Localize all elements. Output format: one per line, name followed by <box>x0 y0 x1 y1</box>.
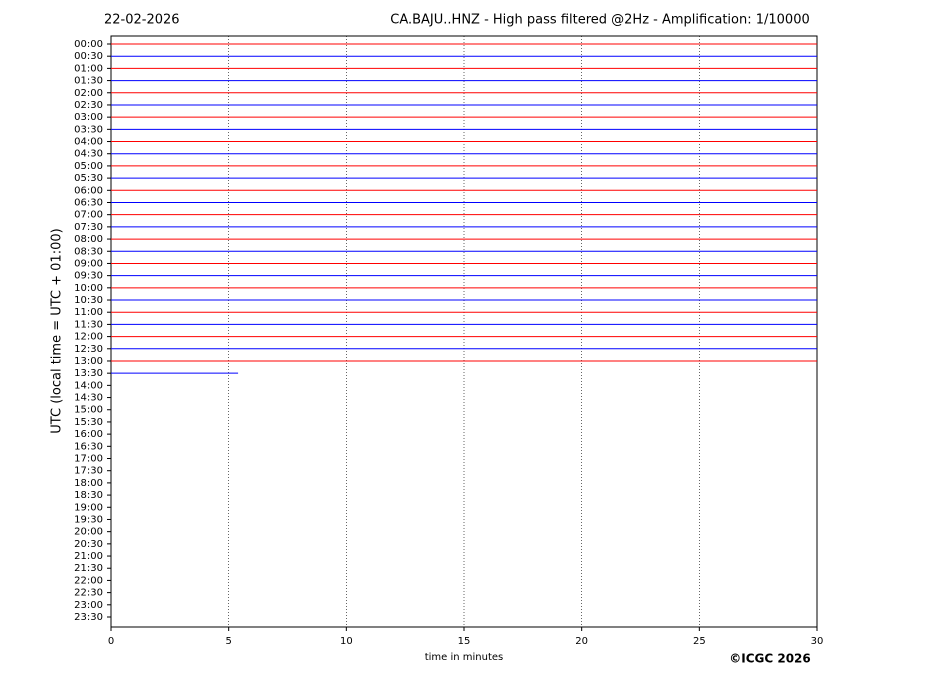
y-tick-label: 12:30 <box>74 344 103 355</box>
y-tick-label: 23:30 <box>74 612 103 623</box>
y-tick-label: 03:30 <box>74 124 103 135</box>
x-tick-label: 15 <box>458 636 471 647</box>
y-tick-label: 23:00 <box>74 600 103 611</box>
y-tick-label: 17:30 <box>74 466 103 477</box>
y-tick-label: 02:30 <box>74 100 103 111</box>
y-tick-label: 16:30 <box>74 441 103 452</box>
x-tick-label: 20 <box>575 636 588 647</box>
y-tick-label: 13:00 <box>74 356 103 367</box>
plot-frame <box>110 35 818 628</box>
y-tick-label: 03:00 <box>74 112 103 123</box>
y-axis-label: UTC (local time = UTC + 01:00) <box>50 228 65 433</box>
y-tick-label: 00:30 <box>74 51 103 62</box>
y-tick-label: 15:30 <box>74 417 103 428</box>
x-tick-label: 5 <box>225 636 231 647</box>
y-tick-label: 22:00 <box>74 575 103 586</box>
y-tick-label: 10:00 <box>74 283 103 294</box>
y-tick-label: 14:30 <box>74 393 103 404</box>
y-tick-label: 09:00 <box>74 258 103 269</box>
y-tick-label: 14:00 <box>74 380 103 391</box>
y-tick-label: 19:30 <box>74 514 103 525</box>
y-tick-label: 17:00 <box>74 454 103 465</box>
y-tick-label: 15:00 <box>74 405 103 416</box>
y-tick-label: 22:30 <box>74 588 103 599</box>
chart-title: CA.BAJU..HNZ - High pass filtered @2Hz -… <box>390 13 810 28</box>
y-tick-label: 19:00 <box>74 502 103 513</box>
y-tick-label: 06:00 <box>74 185 103 196</box>
x-tick-label: 30 <box>811 636 824 647</box>
y-tick-label: 05:00 <box>74 161 103 172</box>
y-tick-label: 13:30 <box>74 368 103 379</box>
y-tick-label: 18:30 <box>74 490 103 501</box>
y-tick-label: 18:00 <box>74 478 103 489</box>
y-tick-label: 07:00 <box>74 210 103 221</box>
x-tick-label: 0 <box>108 636 114 647</box>
y-tick-label: 08:30 <box>74 246 103 257</box>
y-tick-label: 02:00 <box>74 88 103 99</box>
x-tick-label: 25 <box>693 636 706 647</box>
y-tick-label: 20:30 <box>74 539 103 550</box>
y-tick-label: 04:30 <box>74 149 103 160</box>
date: 22-02-2026 <box>104 13 180 28</box>
y-tick-label: 06:30 <box>74 197 103 208</box>
y-tick-label: 11:30 <box>74 319 103 330</box>
y-tick-label: 10:30 <box>74 295 103 306</box>
credit: ©ICGC 2026 <box>729 652 811 666</box>
y-tick-label: 11:00 <box>74 307 103 318</box>
y-tick-label: 05:30 <box>74 173 103 184</box>
y-tick-label: 21:30 <box>74 563 103 574</box>
x-tick-label: 10 <box>340 636 353 647</box>
y-tick-label: 08:00 <box>74 234 103 245</box>
y-tick-label: 16:00 <box>74 429 103 440</box>
y-tick-label: 00:00 <box>74 39 103 50</box>
y-tick-label: 21:00 <box>74 551 103 562</box>
y-tick-label: 01:00 <box>74 63 103 74</box>
y-tick-label: 04:00 <box>74 137 103 148</box>
y-tick-label: 07:30 <box>74 222 103 233</box>
y-tick-label: 12:00 <box>74 332 103 343</box>
x-axis-label: time in minutes <box>425 652 504 663</box>
y-tick-label: 01:30 <box>74 76 103 87</box>
y-tick-label: 20:00 <box>74 527 103 538</box>
y-tick-label: 09:30 <box>74 271 103 282</box>
